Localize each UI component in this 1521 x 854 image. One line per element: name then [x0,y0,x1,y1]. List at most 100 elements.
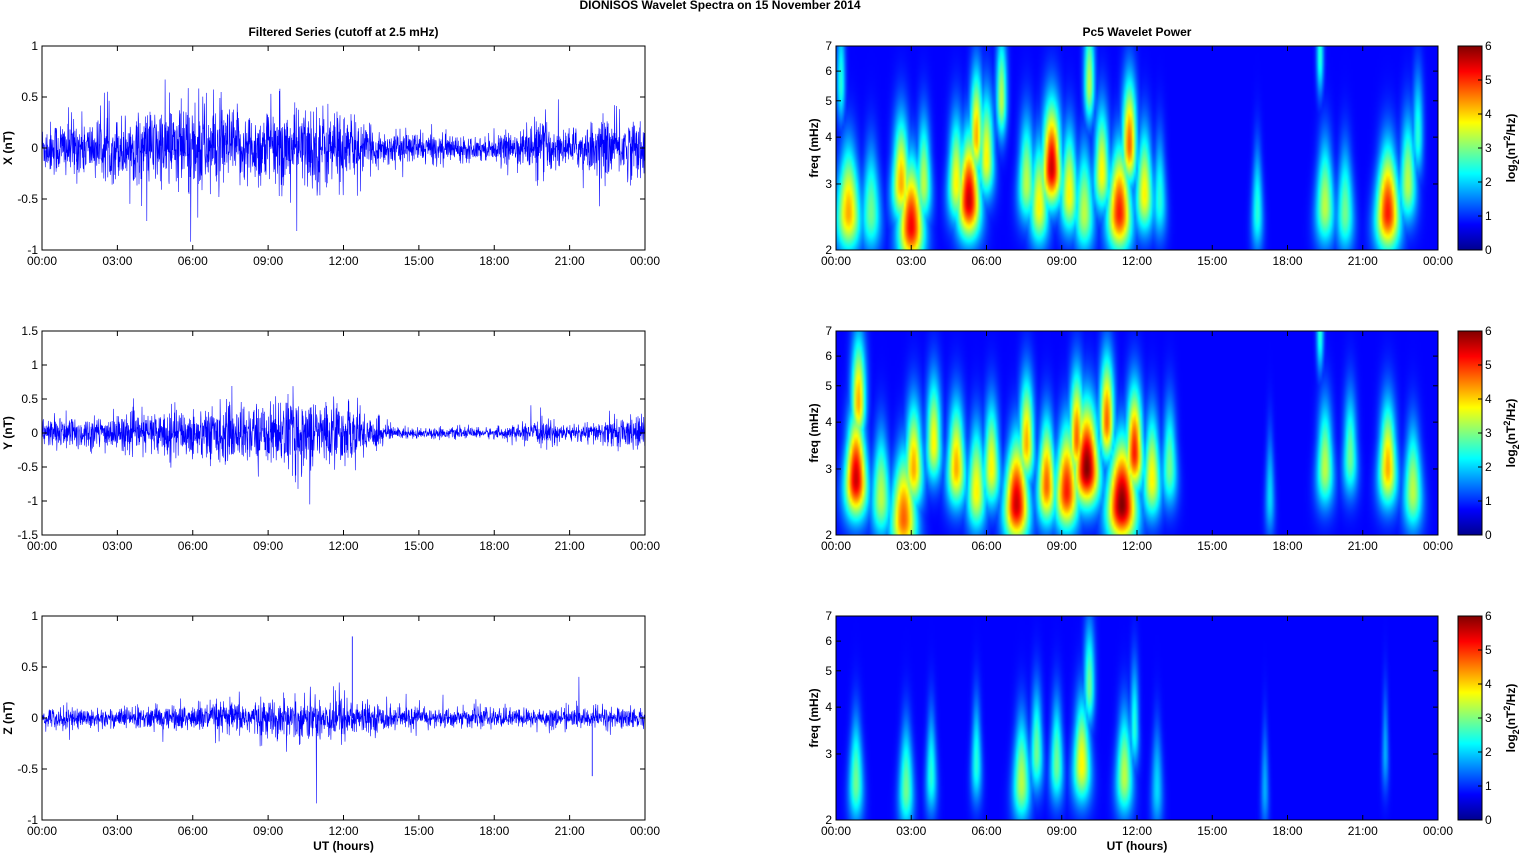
y-wavelet-xtick-label: 18:00 [1272,539,1302,553]
z-series-xtick-label: 00:00 [27,824,57,838]
y-series-xtick-label: 21:00 [555,539,585,553]
z-wavelet-ylabel: freq (mHz) [807,688,821,747]
y-wavelet-power-map [836,331,1438,535]
x-wavelet-xtick-label: 21:00 [1348,254,1378,268]
z-wavelet-xtick-label: 15:00 [1197,824,1227,838]
y-wavelet-xtick-label: 00:00 [1423,539,1453,553]
z-wavelet-xtick-label: 21:00 [1348,824,1378,838]
x-series-xtick-label: 06:00 [178,254,208,268]
y-series-ytick-label: 1 [31,358,38,372]
y-wavelet-xtick-label: 09:00 [1047,539,1077,553]
z-wavelet-colorbar-tick-label: 6 [1485,609,1492,623]
z-series-xtick-label: 21:00 [555,824,585,838]
x-wavelet-colorbar-tick-label: 0 [1485,243,1492,257]
z-wavelet-xlabel: UT (hours) [1107,839,1168,853]
z-series-ylabel: Z (nT) [1,701,15,734]
y-wavelet-colorbar-tick-label: 6 [1485,324,1492,338]
z-series-xlabel: UT (hours) [313,839,374,853]
x-wavelet-colorbar-label: log2(nT2/Hz) [1502,114,1521,183]
z-wavelet-xtick-label: 00:00 [821,824,851,838]
z-series-ytick-label: 0.5 [21,660,38,674]
y-series-xtick-label: 12:00 [328,539,358,553]
x-wavelet-xtick-label: 09:00 [1047,254,1077,268]
z-series-ytick-label: -1 [27,813,38,827]
y-series-xtick-label: 09:00 [253,539,283,553]
x-wavelet-ylabel: freq (mHz) [807,118,821,177]
x-series-ytick-label: -1 [27,243,38,257]
x-series-ytick-label: -0.5 [17,192,38,206]
x-wavelet-xtick-label: 18:00 [1272,254,1302,268]
x-series-ytick-label: 0 [31,141,38,155]
z-wavelet-colorbar-tick-label: 0 [1485,813,1492,827]
y-wavelet-xtick-label: 12:00 [1122,539,1152,553]
z-series-xtick-label: 12:00 [328,824,358,838]
z-wavelet-xtick-label: 06:00 [971,824,1001,838]
x-wavelet-colorbar-tick-label: 1 [1485,209,1492,223]
z-wavelet-ytick-label: 5 [825,664,832,678]
x-series-xtick-label: 21:00 [555,254,585,268]
z-series-xtick-label: 18:00 [479,824,509,838]
x-wavelet-ytick-label: 2 [825,243,832,257]
y-series-ytick-label: -0.5 [17,460,38,474]
y-series-ytick-label: -1.5 [17,528,38,542]
z-wavelet-colorbar-tick-label: 1 [1485,779,1492,793]
x-wavelet-ytick-label: 6 [825,64,832,78]
x-wavelet-ytick-label: 7 [825,39,832,53]
z-wavelet-xtick-label: 09:00 [1047,824,1077,838]
z-series-ytick-label: 0 [31,711,38,725]
z-wavelet-ytick-label: 7 [825,609,832,623]
z-series-xtick-label: 09:00 [253,824,283,838]
x-wavelet-title: Pc5 Wavelet Power [1083,25,1192,39]
y-wavelet-ytick-label: 4 [825,415,832,429]
y-wavelet-xtick-label: 03:00 [896,539,926,553]
x-series-ylabel: X (nT) [1,131,15,165]
z-wavelet-colorbar-tick-label: 4 [1485,677,1492,691]
x-series-xtick-label: 00:00 [630,254,660,268]
y-wavelet-xtick-label: 15:00 [1197,539,1227,553]
y-series-signal-line [41,385,646,505]
y-series-xtick-label: 00:00 [27,539,57,553]
x-wavelet-ytick-label: 3 [825,177,832,191]
x-series-xtick-label: 18:00 [479,254,509,268]
x-wavelet-ytick-label: 5 [825,94,832,108]
y-series-ytick-label: -1 [27,494,38,508]
x-wavelet-xtick-label: 15:00 [1197,254,1227,268]
x-wavelet-xtick-label: 00:00 [1423,254,1453,268]
x-wavelet-xtick-label: 00:00 [821,254,851,268]
y-wavelet-colorbar-tick-label: 5 [1485,358,1492,372]
y-series-ytick-label: 1.5 [21,324,38,338]
z-wavelet-colorbar-tick-label: 2 [1485,745,1492,759]
x-series-title: Filtered Series (cutoff at 2.5 mHz) [248,25,438,39]
z-wavelet-colorbar-label: log2(nT2/Hz) [1502,684,1521,753]
y-wavelet-ytick-label: 2 [825,528,832,542]
x-wavelet-colorbar-tick-label: 6 [1485,39,1492,53]
z-wavelet-ytick-label: 6 [825,634,832,648]
x-series-xtick-label: 15:00 [404,254,434,268]
x-series-xtick-label: 09:00 [253,254,283,268]
y-wavelet-ytick-label: 3 [825,462,832,476]
x-series-signal-line [41,79,646,242]
x-wavelet-colorbar-tick-label: 2 [1485,175,1492,189]
z-wavelet-xtick-label: 00:00 [1423,824,1453,838]
y-series-xtick-label: 15:00 [404,539,434,553]
x-series-xtick-label: 12:00 [328,254,358,268]
y-series-xtick-label: 06:00 [178,539,208,553]
y-wavelet-ytick-label: 6 [825,349,832,363]
y-wavelet-colorbar-tick-label: 1 [1485,494,1492,508]
z-series-ytick-label: -0.5 [17,762,38,776]
y-wavelet-ylabel: freq (mHz) [807,403,821,462]
x-wavelet-ytick-label: 4 [825,130,832,144]
y-wavelet-colorbar-tick-label: 0 [1485,528,1492,542]
z-series-xtick-label: 00:00 [630,824,660,838]
x-wavelet-xtick-label: 06:00 [971,254,1001,268]
z-series-signal-line [41,676,646,804]
z-series-xtick-label: 06:00 [178,824,208,838]
y-wavelet-colorbar-tick-label: 2 [1485,460,1492,474]
z-series-xtick-label: 03:00 [102,824,132,838]
x-wavelet-colorbar-tick-label: 3 [1485,141,1492,155]
y-wavelet-colorbar-label: log2(nT2/Hz) [1502,399,1521,468]
y-series-xtick-label: 00:00 [630,539,660,553]
x-series-xtick-label: 03:00 [102,254,132,268]
z-wavelet-power-map [836,616,1438,820]
